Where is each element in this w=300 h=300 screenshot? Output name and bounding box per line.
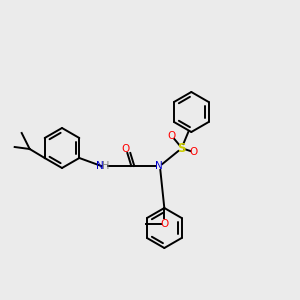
Text: O: O (160, 219, 168, 229)
Text: O: O (167, 131, 176, 141)
Text: N: N (155, 161, 163, 171)
Text: N: N (96, 161, 104, 171)
Text: H: H (102, 161, 109, 171)
Text: O: O (121, 144, 129, 154)
Text: S: S (177, 142, 186, 154)
Text: O: O (189, 147, 197, 157)
